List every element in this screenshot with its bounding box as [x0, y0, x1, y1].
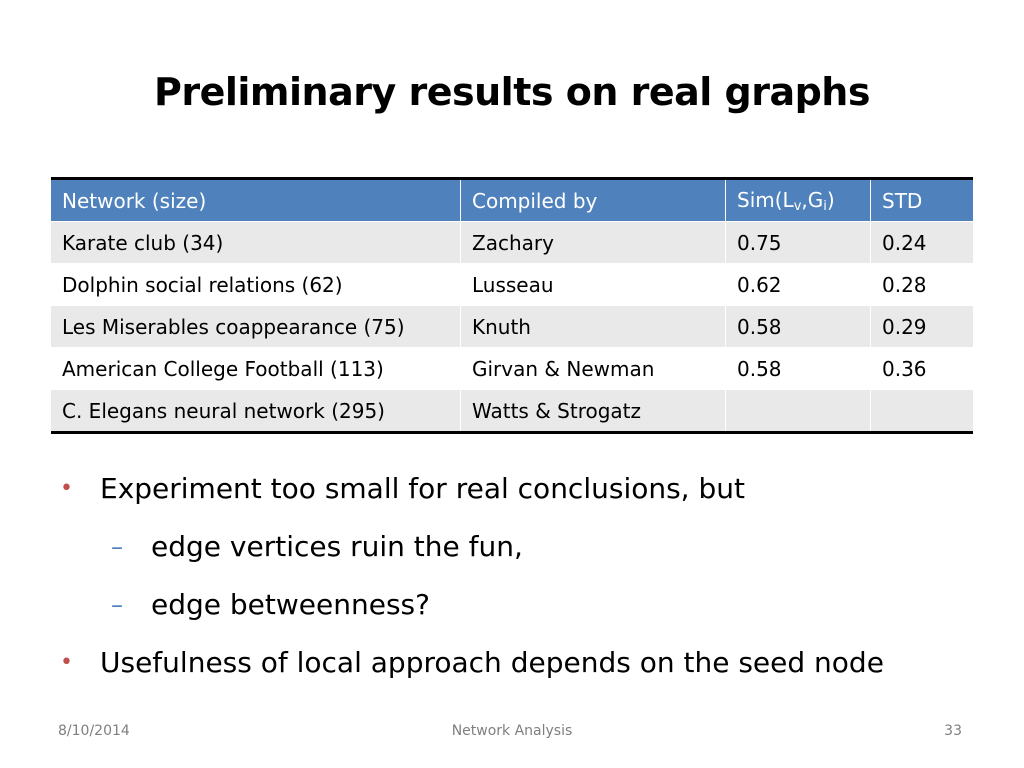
cell-sim: 0.58	[725, 347, 871, 390]
header-sim: Sim(Lv,Gi)	[725, 177, 871, 222]
table-row: Les Miserables coappearance (75) Knuth 0…	[51, 305, 973, 348]
page-number: 33	[944, 723, 962, 739]
sub-bullet-item: – edge betweenness?	[60, 582, 1000, 640]
header-std: STD	[870, 177, 973, 222]
cell-std: 0.28	[870, 263, 973, 306]
cell-sim	[725, 389, 871, 434]
header-compiled-by: Compiled by	[460, 177, 726, 222]
bullet-mark: •	[60, 476, 73, 501]
cell-std	[870, 389, 973, 434]
cell-compiled-by: Watts & Strogatz	[460, 389, 726, 434]
bullet-item: • Experiment too small for real conclusi…	[60, 466, 1000, 524]
bullet-mark: •	[60, 650, 73, 675]
header-sim-comma: ,G	[801, 187, 824, 212]
dash-mark: –	[111, 591, 123, 619]
bullet-text: Usefulness of local approach depends on …	[100, 646, 884, 679]
table-row: American College Football (113) Girvan &…	[51, 347, 973, 390]
table-header-row: Network (size) Compiled by Sim(Lv,Gi) ST…	[51, 177, 973, 222]
cell-compiled-by: Zachary	[460, 221, 726, 264]
bullet-text: edge betweenness?	[151, 588, 430, 621]
table-row: Karate club (34) Zachary 0.75 0.24	[51, 221, 973, 264]
dash-mark: –	[111, 533, 123, 561]
cell-sim: 0.75	[725, 221, 871, 264]
cell-network: C. Elegans neural network (295)	[51, 389, 461, 434]
header-network: Network (size)	[51, 177, 461, 222]
bullet-list: • Experiment too small for real conclusi…	[60, 466, 1000, 698]
footer-title: Network Analysis	[451, 723, 573, 739]
bullet-text: edge vertices ruin the fun,	[151, 530, 523, 563]
results-table: Network (size) Compiled by Sim(Lv,Gi) ST…	[51, 177, 973, 434]
header-sim-sub-v: v	[793, 198, 802, 214]
header-sim-suffix: )	[826, 187, 835, 212]
cell-network: Karate club (34)	[51, 221, 461, 264]
slide-title: Preliminary results on real graphs	[154, 70, 870, 114]
bullet-item: • Usefulness of local approach depends o…	[60, 640, 1000, 698]
table-row: Dolphin social relations (62) Lusseau 0.…	[51, 263, 973, 306]
sub-bullet-item: – edge vertices ruin the fun,	[60, 524, 1000, 582]
cell-network: American College Football (113)	[51, 347, 461, 390]
cell-network: Les Miserables coappearance (75)	[51, 305, 461, 348]
cell-sim: 0.62	[725, 263, 871, 306]
cell-std: 0.24	[870, 221, 973, 264]
cell-sim: 0.58	[725, 305, 871, 348]
cell-compiled-by: Girvan & Newman	[460, 347, 726, 390]
cell-compiled-by: Knuth	[460, 305, 726, 348]
table-row: C. Elegans neural network (295) Watts & …	[51, 389, 973, 434]
cell-std: 0.36	[870, 347, 973, 390]
header-sim-prefix: Sim(L	[737, 187, 794, 212]
footer-date: 8/10/2014	[58, 723, 130, 739]
bullet-text: Experiment too small for real conclusion…	[100, 472, 745, 505]
cell-network: Dolphin social relations (62)	[51, 263, 461, 306]
cell-compiled-by: Lusseau	[460, 263, 726, 306]
cell-std: 0.29	[870, 305, 973, 348]
header-sim-sub-i: i	[823, 198, 827, 214]
